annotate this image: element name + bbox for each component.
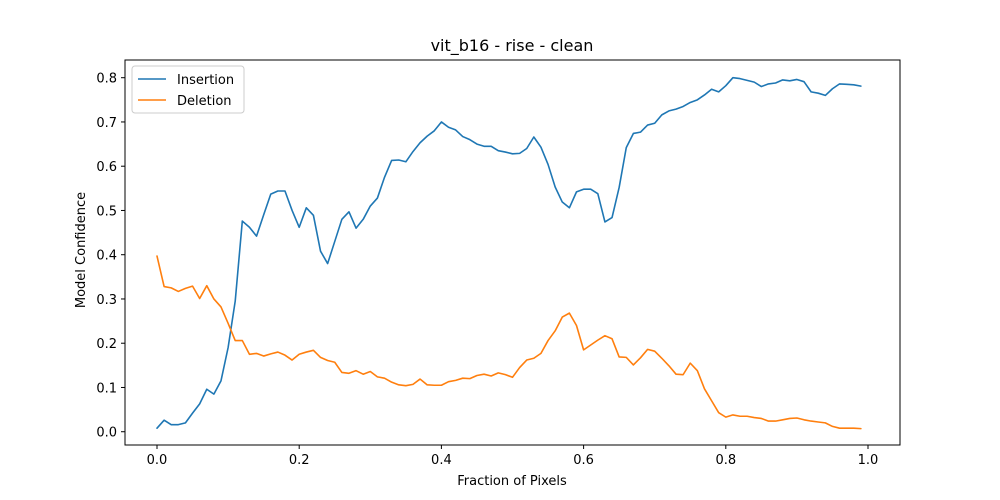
- y-tick-label: 0.7: [96, 116, 117, 131]
- y-tick-label: 0.1: [96, 381, 117, 396]
- series-layer: [156, 76, 862, 430]
- y-tick-label: 0.5: [96, 204, 117, 219]
- chart-title: vit_b16 - rise - clean: [431, 36, 594, 56]
- y-axis-label: Model Confidence: [74, 192, 89, 308]
- series-line-insertion: [156, 76, 862, 429]
- x-axis-label: Fraction of Pixels: [457, 474, 567, 489]
- legend-box: [131, 65, 245, 114]
- y-tick-label: 0.4: [96, 249, 117, 264]
- x-tick-label: 0.6: [573, 453, 594, 468]
- plot-frame: [124, 59, 901, 446]
- x-tick-label: 0.4: [431, 453, 452, 468]
- x-axis: 0.0 0.2 0.4 0.6 0.8 1.0: [147, 445, 879, 468]
- x-tick-label: 1.0: [858, 453, 879, 468]
- series-line-deletion: [156, 255, 862, 430]
- legend: Insertion Deletion: [131, 65, 245, 114]
- y-tick-label: 0.8: [96, 72, 117, 87]
- legend-label-deletion: Deletion: [177, 94, 232, 109]
- x-tick-label: 0.8: [715, 453, 736, 468]
- y-axis: 0.0 0.1 0.2 0.3 0.4 0.5 0.6 0.7 0.8: [96, 72, 125, 441]
- y-tick-label: 0.3: [96, 293, 117, 308]
- x-tick-label: 0.0: [147, 453, 168, 468]
- legend-label-insertion: Insertion: [177, 73, 234, 88]
- y-tick-label: 0.0: [96, 426, 117, 441]
- y-tick-label: 0.6: [96, 160, 117, 175]
- x-tick-label: 0.2: [289, 453, 310, 468]
- y-tick-label: 0.2: [96, 337, 117, 352]
